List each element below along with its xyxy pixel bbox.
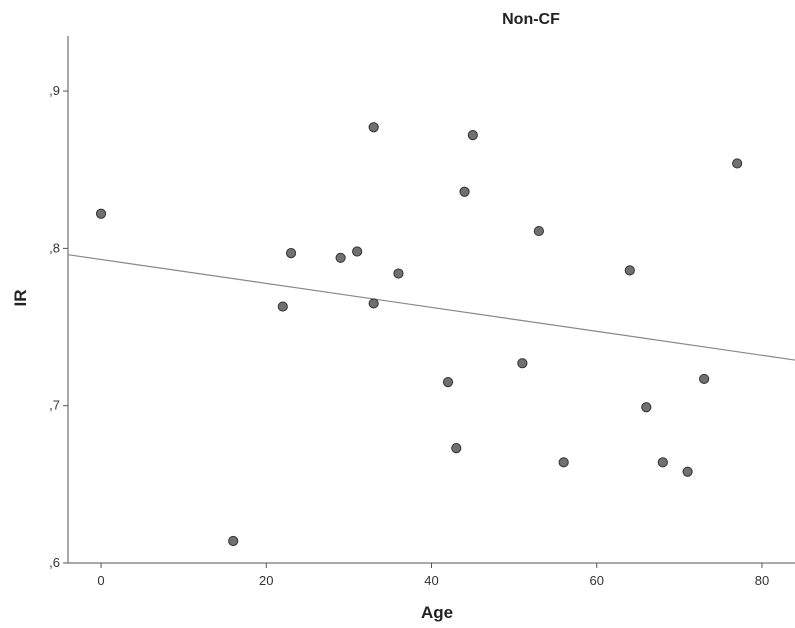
data-point — [517, 358, 528, 369]
data-point — [657, 457, 668, 468]
data-point — [393, 268, 404, 279]
y-axis-title: IR — [11, 290, 30, 307]
data-point — [352, 246, 363, 257]
data-point — [558, 457, 569, 468]
data-point — [699, 373, 710, 385]
x-axis-ticks: 0 20 40 60 80 — [97, 563, 769, 588]
data-point — [533, 225, 544, 237]
data-points — [95, 122, 743, 547]
y-tick-label: ,9 — [49, 83, 60, 98]
fit-line — [67, 254, 795, 361]
data-point — [641, 402, 652, 413]
y-axis-ticks: ,6 ,7 ,8 ,9 — [49, 83, 68, 570]
axes — [67, 36, 795, 564]
data-point — [467, 130, 478, 141]
data-point — [368, 298, 379, 309]
x-tick-label: 40 — [424, 573, 438, 588]
data-point — [95, 208, 107, 219]
data-point — [442, 376, 454, 388]
x-tick-label: 20 — [259, 573, 273, 588]
data-point — [277, 301, 288, 312]
y-tick-label: ,6 — [49, 555, 60, 570]
chart-title: Non-CF — [502, 11, 560, 28]
data-point — [451, 443, 462, 454]
data-point — [459, 186, 470, 197]
data-point — [624, 265, 635, 276]
y-tick-label: ,7 — [49, 398, 60, 413]
data-point — [228, 535, 239, 547]
data-point — [682, 466, 693, 477]
x-axis-title: Age — [421, 603, 453, 622]
x-tick-label: 80 — [755, 573, 769, 588]
y-tick-label: ,8 — [49, 240, 60, 255]
data-point — [732, 158, 743, 169]
data-point — [368, 122, 379, 133]
x-tick-label: 60 — [589, 573, 603, 588]
data-point — [335, 252, 346, 263]
data-point — [285, 247, 297, 259]
x-tick-label: 0 — [97, 573, 104, 588]
